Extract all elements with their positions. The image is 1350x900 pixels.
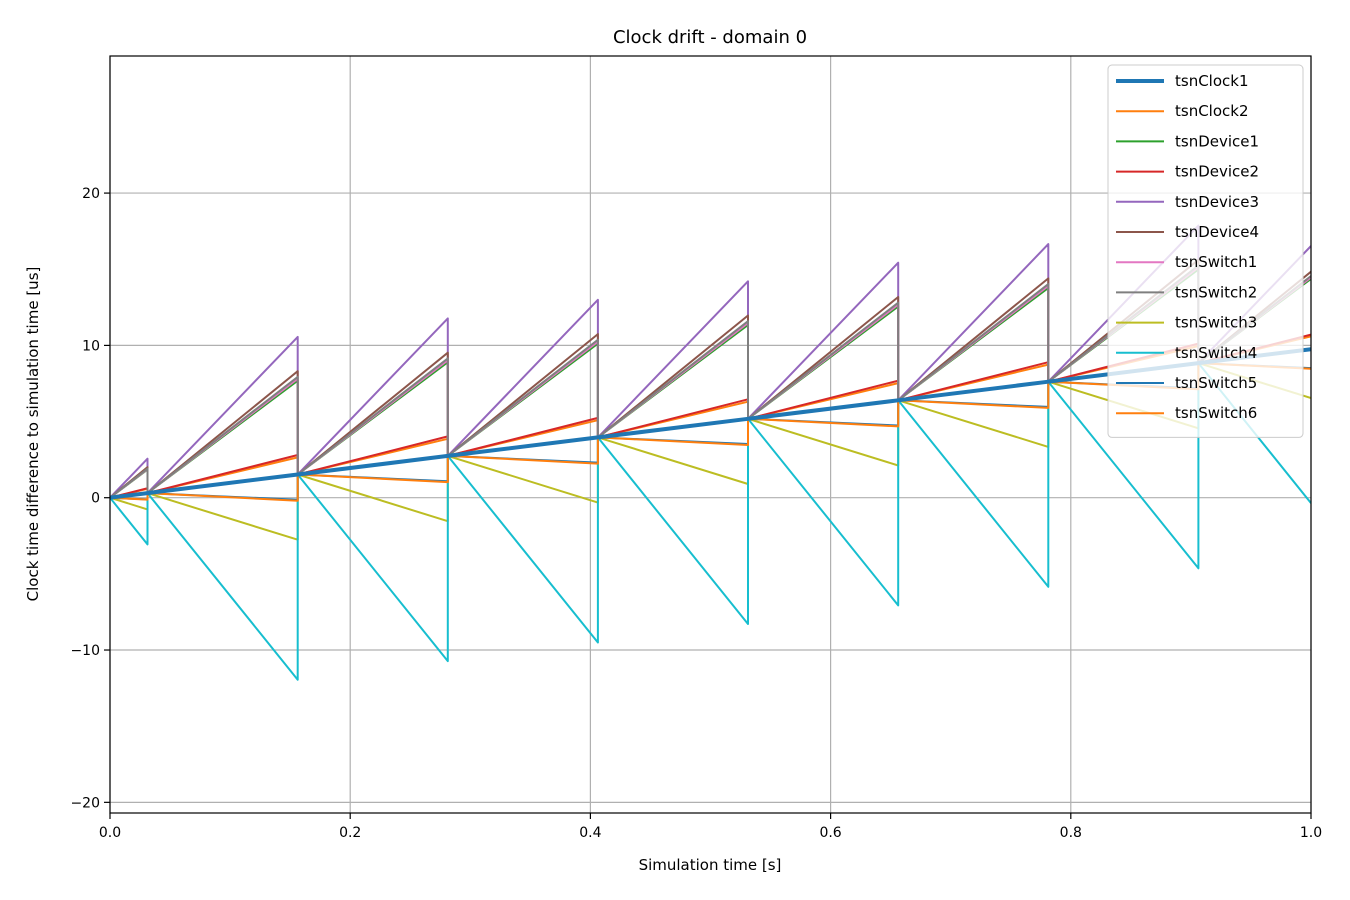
- y-tick-label: 10: [82, 338, 100, 354]
- axis-ticks: 0.0 0.2 0.4 0.6 0.8 1.0 −20 −10 0 10 20: [70, 186, 1322, 841]
- series-lines: [110, 224, 1311, 681]
- y-tick-label: 20: [82, 186, 100, 202]
- legend-label-tsnDevice1: tsnDevice1: [1175, 132, 1259, 150]
- series-line-tsnSwitch6: [110, 362, 1311, 502]
- legend-label-tsnSwitch5: tsnSwitch5: [1175, 374, 1257, 392]
- y-tick-label: 0: [91, 491, 100, 507]
- series-line-tsnSwitch4: [110, 362, 1311, 681]
- series-line-tsnSwitch2: [110, 264, 1311, 499]
- series-line-tsnDevice2: [110, 333, 1311, 499]
- x-tick-label: 0.2: [339, 825, 361, 841]
- legend-label-tsnSwitch3: tsnSwitch3: [1175, 314, 1257, 332]
- x-tick-label: 0.8: [1060, 825, 1082, 841]
- x-axis-label: Simulation time [s]: [639, 856, 782, 874]
- legend-label-tsnSwitch6: tsnSwitch6: [1175, 404, 1257, 422]
- x-tick-label: 0.0: [99, 825, 121, 841]
- plot-frame: [109, 55, 1312, 814]
- legend: tsnClock1 tsnClock2 tsnDevice1 tsnDevice2 ts…: [1107, 64, 1304, 438]
- legend-label-tsnDevice2: tsnDevice2: [1175, 163, 1259, 181]
- x-tick-label: 1.0: [1300, 825, 1322, 841]
- y-axis-label: Clock time difference to simulation time…: [24, 267, 42, 602]
- legend-label-tsnSwitch1: tsnSwitch1: [1175, 253, 1257, 271]
- x-tick-label: 0.6: [819, 825, 841, 841]
- legend-label-tsnClock1: tsnClock1: [1175, 72, 1249, 90]
- x-tick-label: 0.4: [579, 825, 601, 841]
- legend-label-tsnClock2: tsnClock2: [1175, 102, 1249, 120]
- legend-label-tsnSwitch4: tsnSwitch4: [1175, 344, 1257, 362]
- chart-title: Clock drift - domain 0: [613, 27, 807, 48]
- legend-label-tsnSwitch2: tsnSwitch2: [1175, 283, 1257, 301]
- series-line-tsnDevice3: [110, 224, 1311, 499]
- legend-box: [1107, 64, 1304, 438]
- series-line-tsnSwitch3: [110, 362, 1311, 541]
- y-tick-label: −10: [70, 643, 100, 659]
- y-tick-label: −20: [70, 795, 100, 811]
- legend-label-tsnDevice3: tsnDevice3: [1175, 193, 1259, 211]
- legend-label-tsnDevice4: tsnDevice4: [1175, 223, 1259, 241]
